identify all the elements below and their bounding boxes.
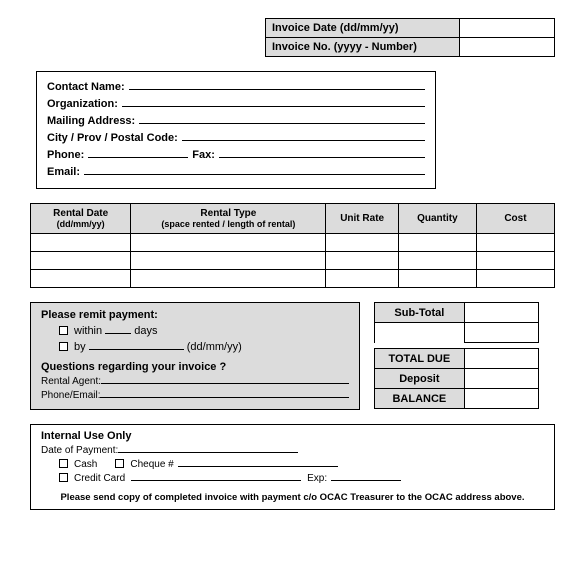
invoice-date-value[interactable] — [460, 19, 555, 38]
deposit-value[interactable] — [464, 369, 538, 389]
deposit-label: Deposit — [375, 369, 465, 389]
within-days-field[interactable] — [105, 323, 131, 334]
by-pre: by — [74, 341, 89, 353]
balance-label: BALANCE — [375, 389, 465, 409]
remit-title: Please remit payment: — [41, 309, 349, 321]
cash-label: Cash — [74, 459, 97, 470]
internal-title: Internal Use Only — [41, 430, 544, 442]
contact-box: Contact Name: Organization: Mailing Addr… — [36, 71, 436, 189]
table-row[interactable] — [31, 234, 555, 252]
total-due-value[interactable] — [464, 349, 538, 369]
fax-label: Fax: — [192, 149, 215, 161]
checkbox-cheque[interactable] — [115, 459, 124, 468]
phone-field[interactable] — [88, 146, 188, 158]
checkbox-credit-card[interactable] — [59, 473, 68, 482]
credit-card-field[interactable] — [131, 470, 301, 481]
exp-label: Exp: — [307, 473, 327, 484]
invoice-meta-table: Invoice Date (dd/mm/yy) Invoice No. (yyy… — [265, 18, 555, 57]
table-row[interactable] — [31, 270, 555, 288]
totals-table: Sub-Total TOTAL DUE Deposit BALANCE — [374, 302, 539, 409]
invoice-no-value[interactable] — [460, 38, 555, 57]
subtotal-value[interactable] — [464, 303, 538, 323]
within-pre: within — [74, 325, 105, 337]
cheque-number-field[interactable] — [178, 456, 338, 467]
by-date-field[interactable] — [89, 339, 184, 350]
fax-field[interactable] — [219, 146, 425, 158]
remit-payment-box: Please remit payment: within days by (dd… — [30, 302, 360, 410]
organization-label: Organization: — [47, 98, 118, 110]
within-post: days — [131, 325, 157, 337]
total-due-label: TOTAL DUE — [375, 349, 465, 369]
col-rental-type: Rental Type(space rented / length of ren… — [131, 204, 326, 234]
contact-name-label: Contact Name: — [47, 81, 125, 93]
cheque-label: Cheque # — [130, 459, 173, 470]
internal-use-box: Internal Use Only Date of Payment: Cash … — [30, 424, 555, 510]
city-prov-postal-label: City / Prov / Postal Code: — [47, 132, 178, 144]
checkbox-within-days[interactable] — [59, 326, 68, 335]
footer-note: Please send copy of completed invoice wi… — [41, 492, 544, 503]
invoice-date-label: Invoice Date (dd/mm/yy) — [266, 19, 460, 38]
invoice-no-label: Invoice No. (yyyy - Number) — [266, 38, 460, 57]
table-row[interactable] — [31, 252, 555, 270]
phone-email-label: Phone/Email: — [41, 390, 100, 401]
balance-value[interactable] — [464, 389, 538, 409]
exp-field[interactable] — [331, 470, 401, 481]
col-cost: Cost — [476, 204, 554, 234]
date-payment-field[interactable] — [118, 442, 298, 453]
subtotal-label: Sub-Total — [375, 303, 465, 323]
checkbox-cash[interactable] — [59, 459, 68, 468]
col-quantity: Quantity — [398, 204, 476, 234]
col-unit-rate: Unit Rate — [326, 204, 398, 234]
phone-email-field[interactable] — [100, 387, 349, 398]
city-prov-postal-field[interactable] — [182, 129, 425, 141]
checkbox-by-date[interactable] — [59, 342, 68, 351]
questions-title: Questions regarding your invoice ? — [41, 361, 349, 373]
blank-value[interactable] — [464, 323, 538, 343]
mailing-address-label: Mailing Address: — [47, 115, 135, 127]
mailing-address-field[interactable] — [139, 112, 425, 124]
email-label: Email: — [47, 166, 80, 178]
rental-agent-field[interactable] — [101, 373, 349, 384]
phone-label: Phone: — [47, 149, 84, 161]
rental-items-table: Rental Date(dd/mm/yy) Rental Type(space … — [30, 203, 555, 288]
date-payment-label: Date of Payment: — [41, 445, 118, 456]
rental-agent-label: Rental Agent: — [41, 376, 101, 387]
by-post: (dd/mm/yy) — [184, 341, 242, 353]
credit-card-label: Credit Card — [74, 473, 125, 484]
col-rental-date: Rental Date(dd/mm/yy) — [31, 204, 131, 234]
contact-name-field[interactable] — [129, 78, 425, 90]
email-field[interactable] — [84, 163, 425, 175]
organization-field[interactable] — [122, 95, 425, 107]
